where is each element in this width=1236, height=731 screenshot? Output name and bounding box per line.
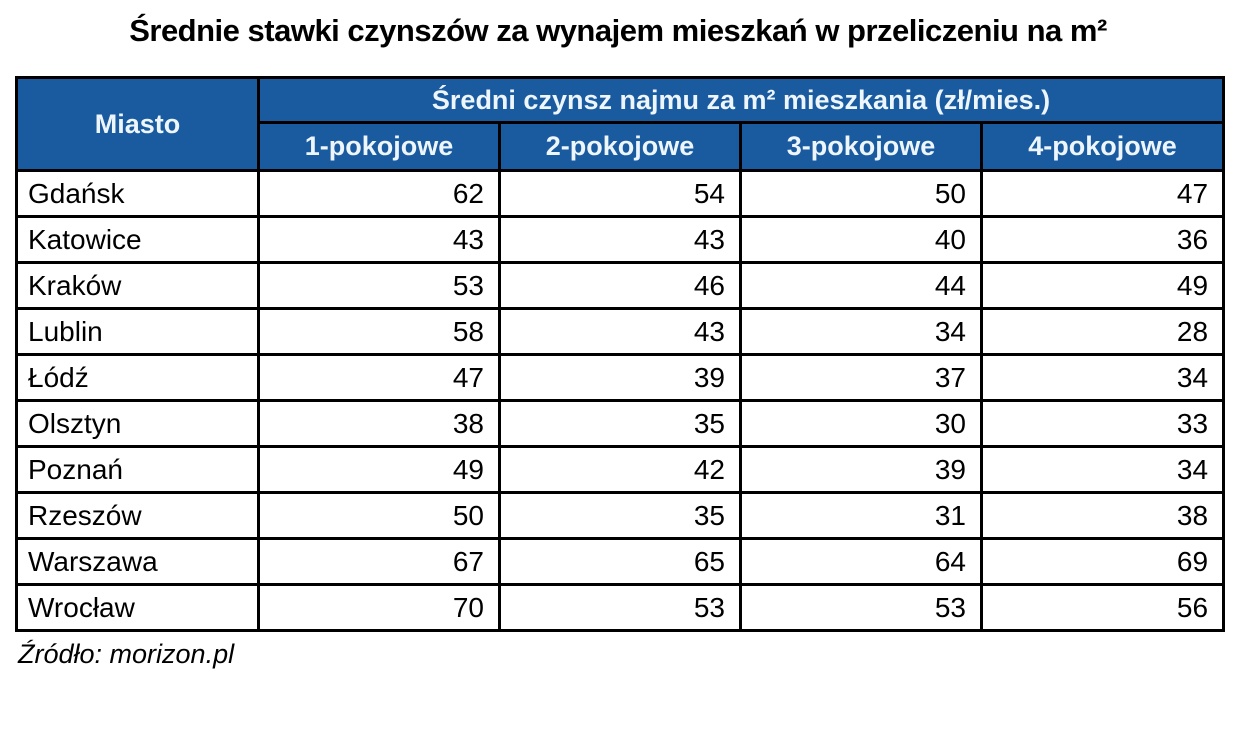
city-cell: Katowice <box>15 215 260 264</box>
table-row: Katowice 43 43 40 36 <box>15 215 1226 264</box>
table-row: Łódź 47 39 37 34 <box>15 353 1226 402</box>
value-cell: 38 <box>979 491 1226 540</box>
value-cell: 34 <box>739 307 983 356</box>
column-header-3-room: 3-pokojowe <box>739 121 983 172</box>
value-cell: 67 <box>257 537 501 586</box>
table-row: Wrocław 70 53 53 56 <box>15 583 1226 632</box>
city-cell: Kraków <box>15 261 260 310</box>
value-cell: 49 <box>979 261 1226 310</box>
value-cell: 49 <box>257 445 501 494</box>
value-cell: 42 <box>498 445 742 494</box>
table-body: Gdańsk 62 54 50 47 Katowice 43 43 40 36 … <box>15 169 1226 632</box>
table-row: Lublin 58 43 34 28 <box>15 307 1226 356</box>
value-cell: 28 <box>979 307 1226 356</box>
city-cell: Lublin <box>15 307 260 356</box>
value-cell: 64 <box>739 537 983 586</box>
city-cell: Poznań <box>15 445 260 494</box>
value-cell: 47 <box>979 169 1226 218</box>
value-cell: 53 <box>257 261 501 310</box>
rent-rates-table: Miasto Średni czynsz najmu za m² mieszka… <box>15 76 1226 632</box>
city-cell: Wrocław <box>15 583 260 632</box>
value-cell: 58 <box>257 307 501 356</box>
value-cell: 50 <box>739 169 983 218</box>
value-cell: 35 <box>498 491 742 540</box>
value-cell: 47 <box>257 353 501 402</box>
value-cell: 39 <box>739 445 983 494</box>
city-cell: Rzeszów <box>15 491 260 540</box>
city-cell: Olsztyn <box>15 399 260 448</box>
value-cell: 33 <box>979 399 1226 448</box>
value-cell: 31 <box>739 491 983 540</box>
value-cell: 36 <box>979 215 1226 264</box>
value-cell: 30 <box>739 399 983 448</box>
value-cell: 43 <box>498 307 742 356</box>
column-header-city: Miasto <box>15 76 260 172</box>
group-header: Średni czynsz najmu za m² mieszkania (zł… <box>256 76 1226 124</box>
value-cell: 38 <box>257 399 501 448</box>
value-cell: 43 <box>257 215 501 264</box>
group-header-row: Miasto Średni czynsz najmu za m² mieszka… <box>15 76 1226 172</box>
value-cell: 65 <box>498 537 742 586</box>
value-cell: 40 <box>739 215 983 264</box>
column-header-1-room: 1-pokojowe <box>257 121 501 172</box>
table-row: Olsztyn 38 35 30 33 <box>15 399 1226 448</box>
value-cell: 53 <box>739 583 983 632</box>
value-cell: 39 <box>498 353 742 402</box>
value-cell: 43 <box>498 215 742 264</box>
city-cell: Łódź <box>15 353 260 402</box>
table-row: Warszawa 67 65 64 69 <box>15 537 1226 586</box>
city-cell: Warszawa <box>15 537 260 586</box>
value-cell: 70 <box>257 583 501 632</box>
table-header: Miasto Średni czynsz najmu za m² mieszka… <box>15 76 1226 172</box>
value-cell: 44 <box>739 261 983 310</box>
value-cell: 34 <box>979 353 1226 402</box>
value-cell: 35 <box>498 399 742 448</box>
table-row: Kraków 53 46 44 49 <box>15 261 1226 310</box>
value-cell: 53 <box>498 583 742 632</box>
value-cell: 46 <box>498 261 742 310</box>
column-header-2-room: 2-pokojowe <box>498 121 742 172</box>
table-row: Poznań 49 42 39 34 <box>15 445 1226 494</box>
city-cell: Gdańsk <box>15 169 260 218</box>
value-cell: 62 <box>257 169 501 218</box>
value-cell: 56 <box>979 583 1226 632</box>
source-caption: Źródło: morizon.pl <box>18 639 235 669</box>
table-row: Gdańsk 62 54 50 47 <box>15 169 1226 218</box>
value-cell: 54 <box>498 169 742 218</box>
value-cell: 50 <box>257 491 501 540</box>
table-row: Rzeszów 50 35 31 38 <box>15 491 1226 540</box>
value-cell: 34 <box>979 445 1226 494</box>
value-cell: 69 <box>979 537 1226 586</box>
value-cell: 37 <box>739 353 983 402</box>
sub-header-row: 1-pokojowe 2-pokojowe 3-pokojowe 4-pokoj… <box>17 121 1226 172</box>
page-title: Średnie stawki czynszów za wynajem miesz… <box>129 13 1107 48</box>
column-header-4-room: 4-pokojowe <box>979 121 1226 172</box>
